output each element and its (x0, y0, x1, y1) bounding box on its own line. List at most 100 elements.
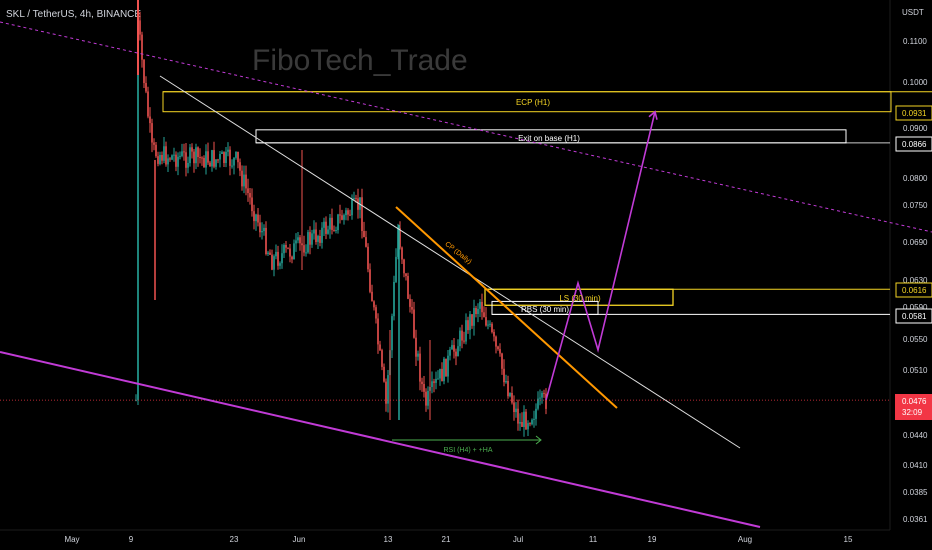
candle-body (191, 147, 193, 152)
candle-body (543, 392, 545, 394)
ecp-label: ECP (H1) (516, 98, 550, 107)
candle-body (317, 236, 319, 242)
candle-body (341, 215, 343, 220)
candle-body (197, 147, 199, 157)
candle-body (223, 152, 225, 163)
price-tick: 0.0410 (903, 461, 928, 470)
time-axis[interactable]: May 9 23 Jun 13 21 Jul 11 19 Aug 15 (64, 535, 853, 544)
candle-body (211, 150, 213, 167)
candle-body (417, 353, 419, 357)
candle-body (407, 276, 409, 299)
candle-body (423, 384, 425, 392)
candle-body (491, 323, 493, 332)
candle-body (169, 158, 171, 160)
time-tick: 13 (384, 535, 393, 544)
ls-zone (484, 288, 674, 306)
candle-body (257, 214, 259, 223)
candle-body (291, 256, 293, 260)
candle-body (399, 228, 401, 248)
candle-body (333, 229, 335, 231)
candle-body (245, 174, 247, 189)
candle-body (283, 245, 285, 254)
candle-body (495, 336, 497, 347)
rsi-label: RSI (H4) + +HA (443, 447, 492, 454)
candle-body (171, 155, 173, 160)
candle-body (473, 308, 475, 326)
candle-body (481, 301, 483, 313)
candle-body (453, 345, 455, 352)
candle-body (293, 243, 295, 260)
candle-body (381, 350, 383, 367)
candle-body (513, 402, 515, 412)
candle-body (179, 155, 181, 157)
candle-body (269, 252, 271, 255)
candle-body (361, 197, 363, 231)
candle-body (379, 344, 381, 351)
candle-body (501, 353, 503, 369)
candle-body (387, 375, 389, 404)
candle-body (373, 301, 375, 308)
candle-body (247, 188, 249, 193)
price-tick: 0.0900 (903, 124, 928, 133)
candle-body (523, 411, 525, 427)
candle-body (141, 34, 143, 60)
candle-body (157, 156, 159, 164)
candle-body (517, 408, 519, 424)
candle-body (425, 391, 427, 406)
candle-body (393, 282, 395, 317)
price-tag-exit (895, 136, 932, 152)
candle-body (457, 346, 459, 357)
price-tick: 0.0550 (903, 335, 928, 344)
candle-body (415, 337, 417, 357)
candle-body (359, 197, 361, 210)
candle-body (163, 146, 165, 161)
price-tick: 0.0440 (903, 431, 928, 440)
candle-body (535, 408, 537, 419)
candle-body (485, 317, 487, 326)
candle-body (377, 318, 379, 345)
candle-body (431, 381, 433, 387)
candle-body (433, 381, 435, 383)
candle-body (477, 308, 479, 314)
candle-body (397, 228, 399, 257)
candle-body (395, 256, 397, 282)
candle-body (409, 298, 411, 307)
candle-body (311, 233, 313, 245)
candle-body (403, 259, 405, 274)
candle-body (391, 316, 393, 351)
candle-body (199, 157, 201, 158)
candle-body (363, 231, 365, 238)
candle-body (441, 368, 443, 382)
candle-body (177, 156, 179, 167)
candle-body (371, 291, 373, 302)
price-axis[interactable]: USDT 0.1100 0.1000 0.0900 0.0800 0.0750 … (902, 8, 928, 524)
orange-cp-daily-line (395, 206, 618, 409)
candle-body (229, 149, 231, 166)
symbol-title: SKL / TetherUS, 4h, BINANCE (6, 9, 141, 20)
candle-body (265, 227, 267, 254)
candle-body (147, 91, 149, 117)
candle-body (221, 152, 223, 154)
candle-body (319, 236, 321, 243)
candle-body (419, 353, 421, 382)
candle-body (439, 368, 441, 379)
candle-body (153, 142, 155, 145)
candle-body (475, 308, 477, 314)
candle-body (345, 210, 347, 216)
time-tick: 9 (129, 535, 134, 544)
projection-path (545, 111, 656, 401)
candle-body (487, 324, 489, 326)
time-tick: Jun (293, 535, 306, 544)
candle-body (143, 59, 145, 83)
candle-body (251, 197, 253, 212)
candle-body (531, 419, 533, 425)
candle-body (281, 253, 283, 264)
exit-base-label: Exit on base (H1) (518, 134, 580, 143)
candle-body (321, 227, 323, 243)
candle-body (405, 273, 407, 276)
candle-body (215, 159, 217, 167)
candle-body (357, 198, 359, 210)
candle-body (343, 215, 345, 220)
exit-base-zone (255, 129, 847, 144)
